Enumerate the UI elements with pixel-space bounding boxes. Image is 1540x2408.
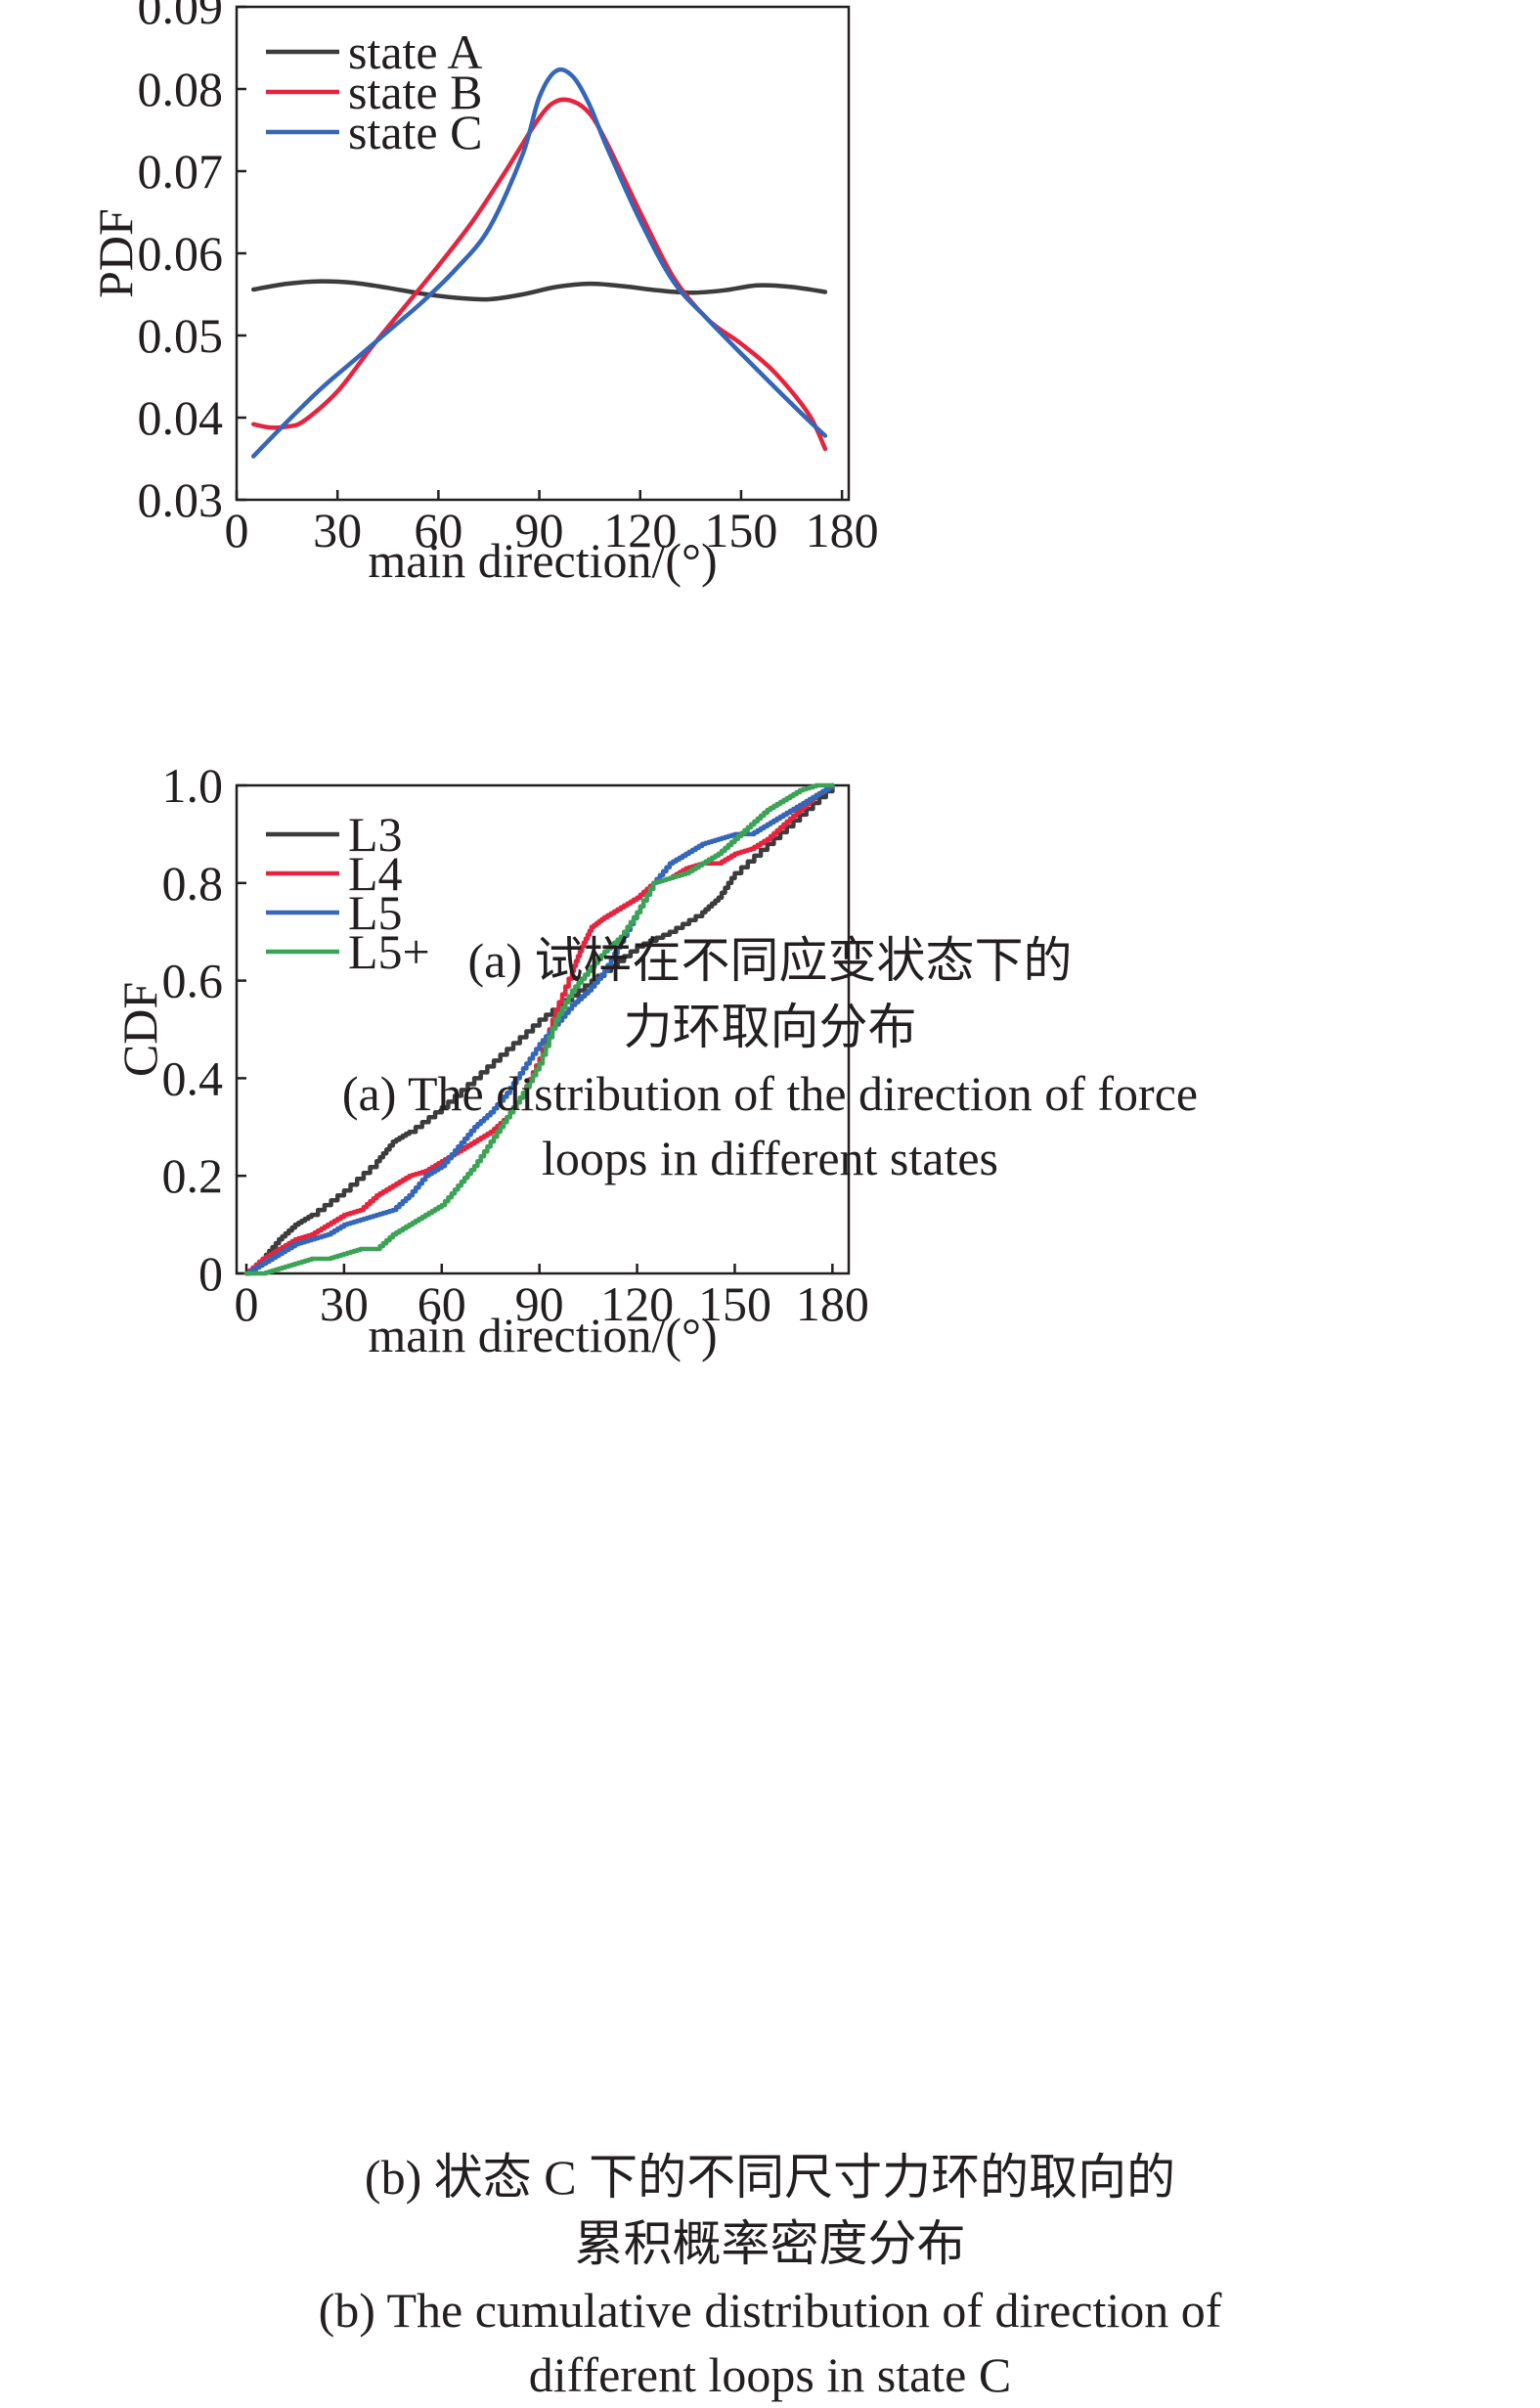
y-tick-label: 0.05 <box>138 308 224 363</box>
y-tick-label: 0.08 <box>138 62 224 116</box>
caption-b-chinese-line1: (b) 状态 C 下的不同尺寸力环的取向的 <box>364 2150 1176 2205</box>
x-tick-label: 120 <box>600 1276 674 1331</box>
legend-label-state-a: state A <box>348 24 482 79</box>
x-tick-label: 30 <box>320 1276 369 1331</box>
y-tick-label: 0 <box>198 1246 223 1301</box>
caption-b-english-line2: different loops in state C <box>528 2347 1012 2402</box>
x-tick-label: 150 <box>704 503 777 557</box>
y-tick-label: 0.8 <box>162 856 224 911</box>
caption-a-chinese-line2: 力环取向分布 <box>623 1000 917 1054</box>
y-axis-label: PDF <box>88 208 143 298</box>
legend-label-state-c: state C <box>348 105 482 159</box>
series-line-state-c <box>250 67 828 459</box>
y-tick-label: 0.4 <box>162 1050 224 1105</box>
y-tick-label: 0.07 <box>138 144 224 199</box>
caption-a-english-line2: loops in different states <box>541 1131 999 1185</box>
legend-label-l4: L4 <box>348 846 403 901</box>
x-tick-label: 0 <box>234 1276 258 1331</box>
series-line-l3 <box>243 782 835 1276</box>
caption-a-english-line1: (a) The distribution of the direction of… <box>341 1066 1199 1121</box>
x-tick-label: 60 <box>418 1276 466 1331</box>
legend-label-state-b: state B <box>348 65 482 119</box>
series-line-state-b <box>250 97 828 452</box>
y-tick-label: 1.0 <box>162 758 224 813</box>
y-tick-label: 0.09 <box>138 0 224 34</box>
plot-frame <box>235 5 851 502</box>
series-line-state-a <box>250 279 828 302</box>
x-axis-label: main direction/(°) <box>368 533 717 588</box>
caption-b-chinese-line2: 累积概率密度分布 <box>574 2216 966 2271</box>
plot-frame <box>235 783 851 1275</box>
x-tick-label: 30 <box>313 503 362 557</box>
y-tick-label: 0.06 <box>138 226 224 281</box>
x-tick-label: 150 <box>698 1276 771 1331</box>
x-tick-label: 90 <box>515 503 564 557</box>
series-line-l5 <box>243 782 835 1276</box>
x-tick-label: 90 <box>515 1276 564 1331</box>
y-axis-label: CDF <box>112 982 167 1077</box>
caption-b-english-line1: (b) The cumulative distribution of direc… <box>318 2283 1222 2338</box>
x-tick-label: 60 <box>414 503 462 557</box>
chart-cdf: 0 0.2 0.4 0.6 0.8 1.0 0 30 60 90 120 150 180 main dir… <box>112 758 869 1362</box>
x-tick-label: 120 <box>603 503 677 557</box>
series-line-l5 <box>243 782 835 1276</box>
x-tick-label: 180 <box>796 1276 869 1331</box>
legend-label-l5: L5+ <box>348 924 430 979</box>
y-tick-label: 0.04 <box>138 390 224 445</box>
y-tick-label: 0.2 <box>162 1148 224 1203</box>
y-tick-label: 0.6 <box>162 954 224 1008</box>
x-axis-label: main direction/(°) <box>368 1308 717 1362</box>
caption-a-chinese-line1: (a) 试样在不同应变状态下的 <box>467 933 1073 988</box>
x-tick-label: 180 <box>806 503 879 557</box>
legend-label-l5: L5 <box>348 885 403 940</box>
chart-pdf: 0.03 0.04 0.05 0.06 0.07 0.08 0.09 0 30 60 90 120 15… <box>88 0 879 588</box>
legend-label-l3: L3 <box>348 807 403 862</box>
y-tick-label: 0.03 <box>138 472 224 527</box>
x-tick-label: 0 <box>225 503 249 557</box>
